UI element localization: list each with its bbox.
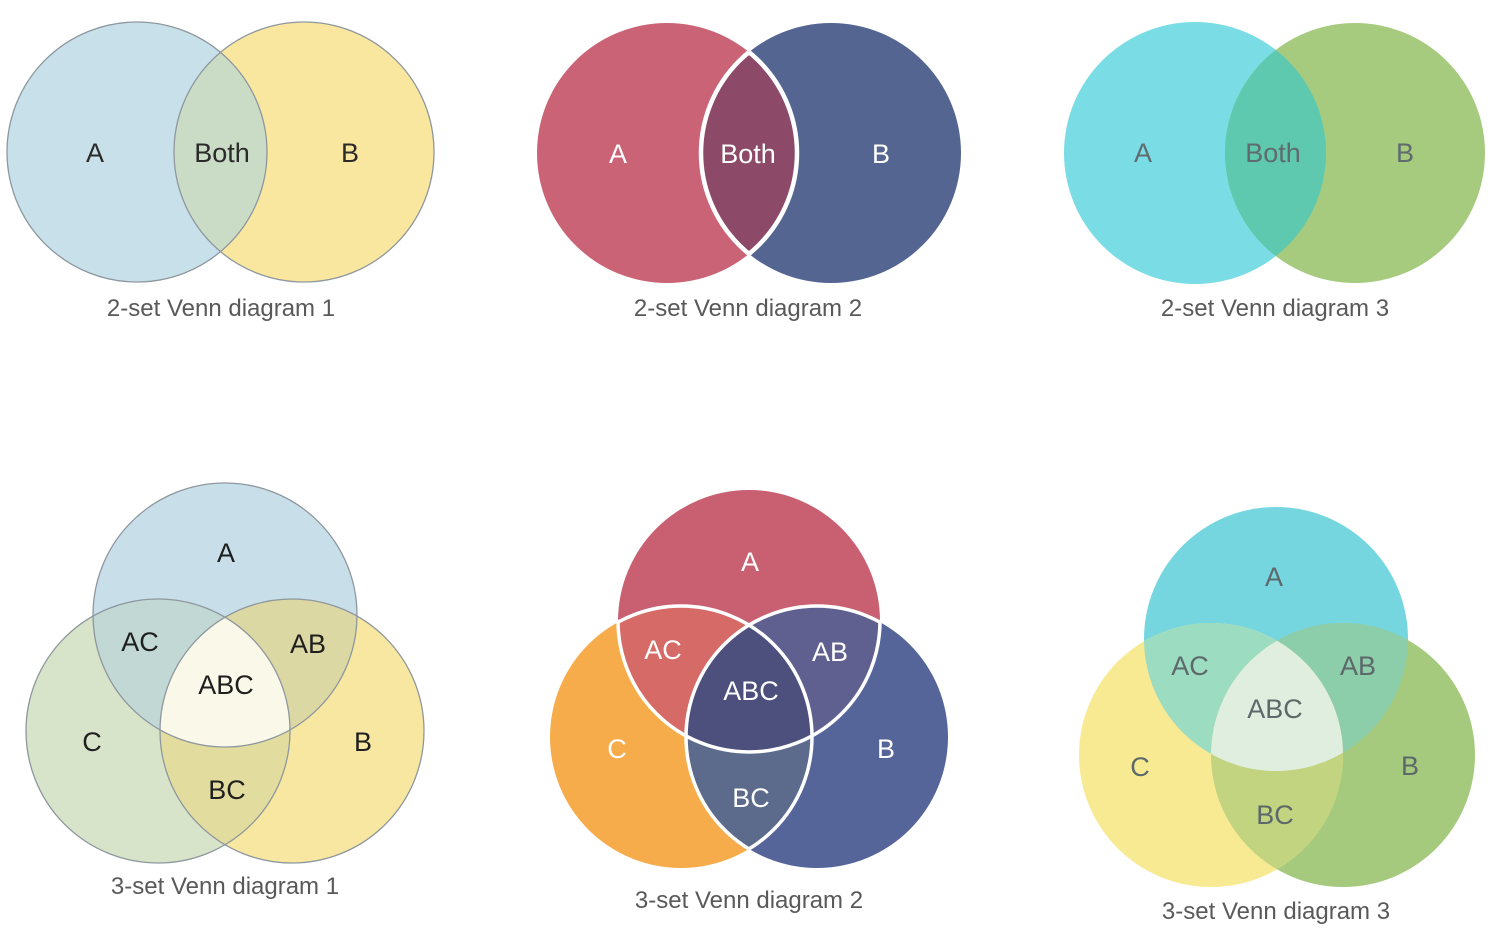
overlap-region-abc — [686, 606, 812, 752]
label-ab: AB — [812, 637, 848, 667]
overlap-region-abc — [160, 599, 290, 747]
overlap-region-both — [1225, 23, 1326, 283]
overlap-region-both — [174, 22, 267, 282]
label-a: A — [741, 547, 759, 577]
label-ac: AC — [1171, 651, 1209, 681]
overlap-region-abc-wrap — [160, 599, 290, 747]
circle-c-outline — [25, 598, 291, 864]
label-a: A — [609, 139, 627, 169]
circle-b-outline — [159, 598, 425, 864]
circle-a-outline — [701, 23, 800, 283]
label-c: C — [82, 727, 102, 757]
venn-3set-1-diagram: A AC AB ABC C B BC — [25, 482, 425, 864]
circle-c-outline — [618, 604, 814, 868]
overlap-region-abc-wrap — [1211, 623, 1343, 771]
venn-2set-2-diagram: A Both B — [537, 23, 961, 283]
labels-group: A Both B — [86, 138, 359, 168]
label-abc: ABC — [723, 676, 779, 706]
overlap-region-both — [701, 23, 797, 283]
label-ac: AC — [644, 635, 682, 665]
label-ab: AB — [1340, 651, 1376, 681]
label-both: Both — [1245, 138, 1301, 168]
inner-outline-b-wrap — [684, 604, 880, 868]
label-b: B — [872, 139, 890, 169]
labels-group: A Both B — [609, 139, 890, 169]
label-a: A — [86, 138, 104, 168]
label-bc: BC — [1256, 800, 1294, 830]
labels-group: A AC AB ABC C B BC — [82, 538, 372, 805]
labels-group: A AC AB ABC C B BC — [607, 547, 895, 813]
circle-a-outline — [6, 21, 268, 283]
label-b: B — [1401, 751, 1419, 781]
label-c: C — [607, 734, 627, 764]
label-ab: AB — [290, 629, 326, 659]
caption-2set-2: 2-set Venn diagram 2 — [633, 295, 863, 322]
caption-3set-2: 3-set Venn diagram 2 — [634, 887, 864, 914]
caption-3set-1: 3-set Venn diagram 1 — [110, 873, 340, 900]
label-b: B — [341, 138, 359, 168]
label-ac: AC — [121, 627, 159, 657]
label-abc: ABC — [198, 670, 254, 700]
venn-3set-2-diagram: A AC AB ABC C B BC — [550, 490, 948, 868]
lens-outline-a — [701, 23, 800, 283]
label-both: Both — [194, 138, 250, 168]
label-a: A — [1265, 562, 1283, 592]
lens-outline-b — [698, 23, 797, 283]
label-b: B — [1396, 138, 1414, 168]
label-a: A — [1134, 138, 1152, 168]
caption-3set-3: 3-set Venn diagram 3 — [1161, 898, 1391, 925]
overlap-region-abc-wrap — [686, 606, 812, 752]
label-b: B — [877, 734, 895, 764]
venn-2set-3-diagram: A Both B — [1064, 22, 1485, 284]
label-b: B — [354, 727, 372, 757]
label-abc: ABC — [1247, 694, 1303, 724]
circle-a-outline — [92, 482, 358, 748]
circle-b-outline — [684, 604, 880, 868]
label-c: C — [1130, 752, 1150, 782]
overlap-region-abc — [1211, 623, 1343, 771]
venn-2set-1-diagram: A Both B — [6, 21, 435, 283]
circle-b-outline — [698, 23, 797, 283]
venn-3set-3-diagram: A AC AB ABC C B BC — [1079, 507, 1475, 887]
labels-group: A AC AB ABC C B BC — [1130, 562, 1419, 830]
inner-outline-c-wrap — [618, 604, 814, 868]
circle-b-outline — [173, 21, 435, 283]
caption-2set-1: 2-set Venn diagram 1 — [106, 295, 336, 322]
label-bc: BC — [732, 783, 770, 813]
caption-2set-3: 2-set Venn diagram 3 — [1160, 295, 1390, 322]
label-a: A — [217, 538, 235, 568]
label-bc: BC — [208, 775, 246, 805]
label-both: Both — [720, 139, 776, 169]
labels-group: A Both B — [1134, 138, 1414, 168]
